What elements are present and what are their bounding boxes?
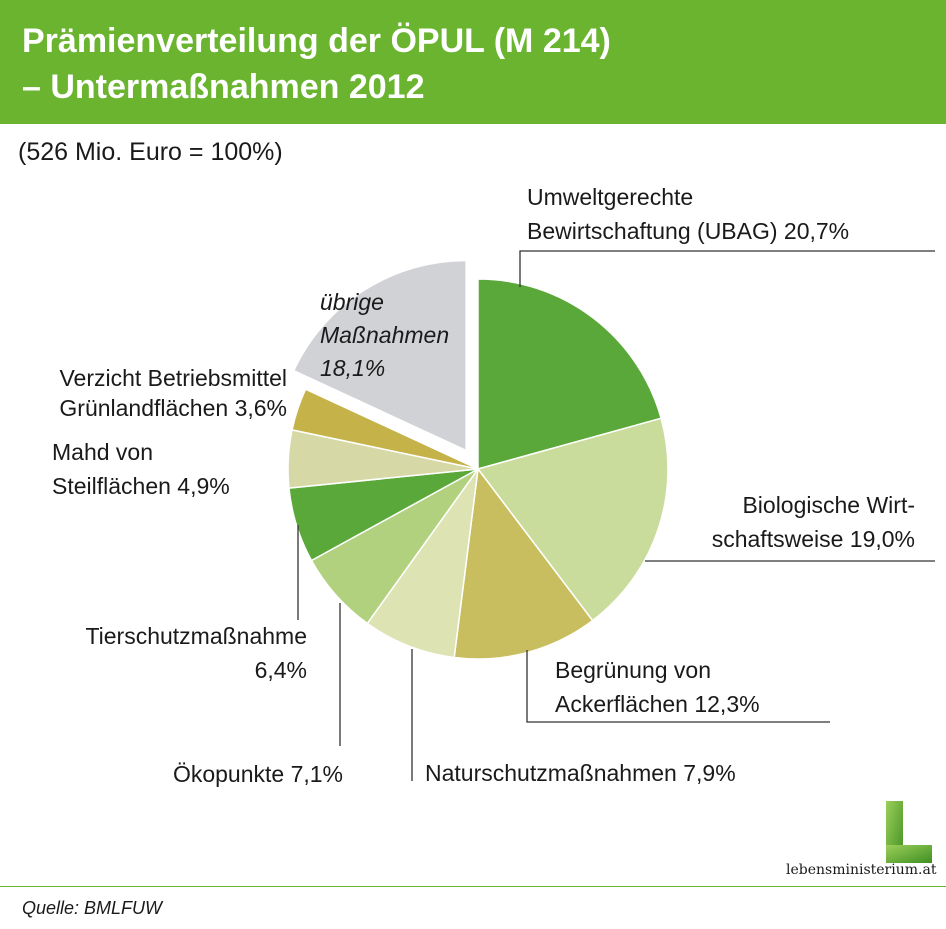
slice-label-verzicht-line-2: Grünlandflächen 3,6% [59,395,287,421]
slice-label-bio-line-2: schaftsweise 19,0% [712,526,915,552]
leader-line-begruenung [526,650,830,723]
slice-label-uebrige-line-1: übrige [320,289,384,315]
slice-labels: Umweltgerechte Bewirtschaftung (UBAG) 20,… [52,184,915,787]
slice-label-uebrige-line-3: 18,1% [320,355,385,381]
slice-label-begruenung: Begrünung von Ackerflächen 12,3% [555,657,760,717]
chart-subtitle: (526 Mio. Euro = 100%) [18,138,283,166]
pie-slice-uebrige [292,259,467,452]
pie-slice-naturschutz [366,468,479,659]
slice-label-verzicht: Verzicht Betriebsmittel Grünlandflächen 3… [59,365,287,421]
slice-label-begruenung-line-1: Begrünung von [555,657,711,683]
slice-label-ubag-line-1: Umweltgerechte [527,184,693,210]
slice-label-naturschutz-line-1: Naturschutzmaßnahmen 7,9% [425,760,736,786]
pie-slices [287,259,669,660]
slice-label-mahd-line-2: Steilflächen 4,9% [52,473,230,499]
footer-divider [0,886,946,887]
slice-label-bio: Biologische Wirt-schaftsweise 19,0% [712,492,915,552]
slice-label-uebrige-line-2: Maßnahmen [320,322,449,348]
chart-title-line-1: Prämienverteilung der ÖPUL (M 214) [22,22,611,60]
pie-slice-bio [476,417,669,622]
logo-wordmark: lebensministerium.at [786,862,937,878]
slice-label-naturschutz: Naturschutzmaßnahmen 7,9% [425,760,736,786]
slice-label-uebrige: übrige Maßnahmen 18,1% [320,289,449,381]
source-note: Quelle: BMLFUW [22,898,163,918]
slice-label-tierschutz: Tierschutzmaßnahme 6,4% [85,623,307,683]
chart-title: Prämienverteilung der ÖPUL (M 214) – Unt… [22,18,611,110]
slice-label-mahd: Mahd von Steilflächen 4,9% [52,439,230,499]
slice-label-mahd-line-1: Mahd von [52,439,153,465]
slice-label-oekopunkte: Ökopunkte 7,1% [173,761,343,787]
title-banner: Prämienverteilung der ÖPUL (M 214) – Unt… [0,0,946,124]
leader-lines [297,250,935,781]
slice-label-verzicht-line-1: Verzicht Betriebsmittel [59,365,287,391]
slice-label-tierschutz-line-2: 6,4% [255,657,307,683]
lebensministerium-logo-icon [886,801,932,863]
slice-label-begruenung-line-2: Ackerflächen 12,3% [555,691,760,717]
slice-label-ubag-line-2: Bewirtschaftung (UBAG) 20,7% [527,218,849,244]
pie-slice-ubag [477,278,663,470]
slice-label-tierschutz-line-1: Tierschutzmaßnahme [85,623,307,649]
leader-line-ubag [519,250,935,287]
slice-label-oekopunkte-line-1: Ökopunkte 7,1% [173,761,343,787]
pie-slice-verzicht [291,388,479,470]
slice-label-ubag: Umweltgerechte Bewirtschaftung (UBAG) 20,… [527,184,849,244]
chart-title-line-2: – Untermaßnahmen 2012 [22,68,425,106]
slice-label-bio-line-1: Biologische Wirt- [742,492,915,518]
